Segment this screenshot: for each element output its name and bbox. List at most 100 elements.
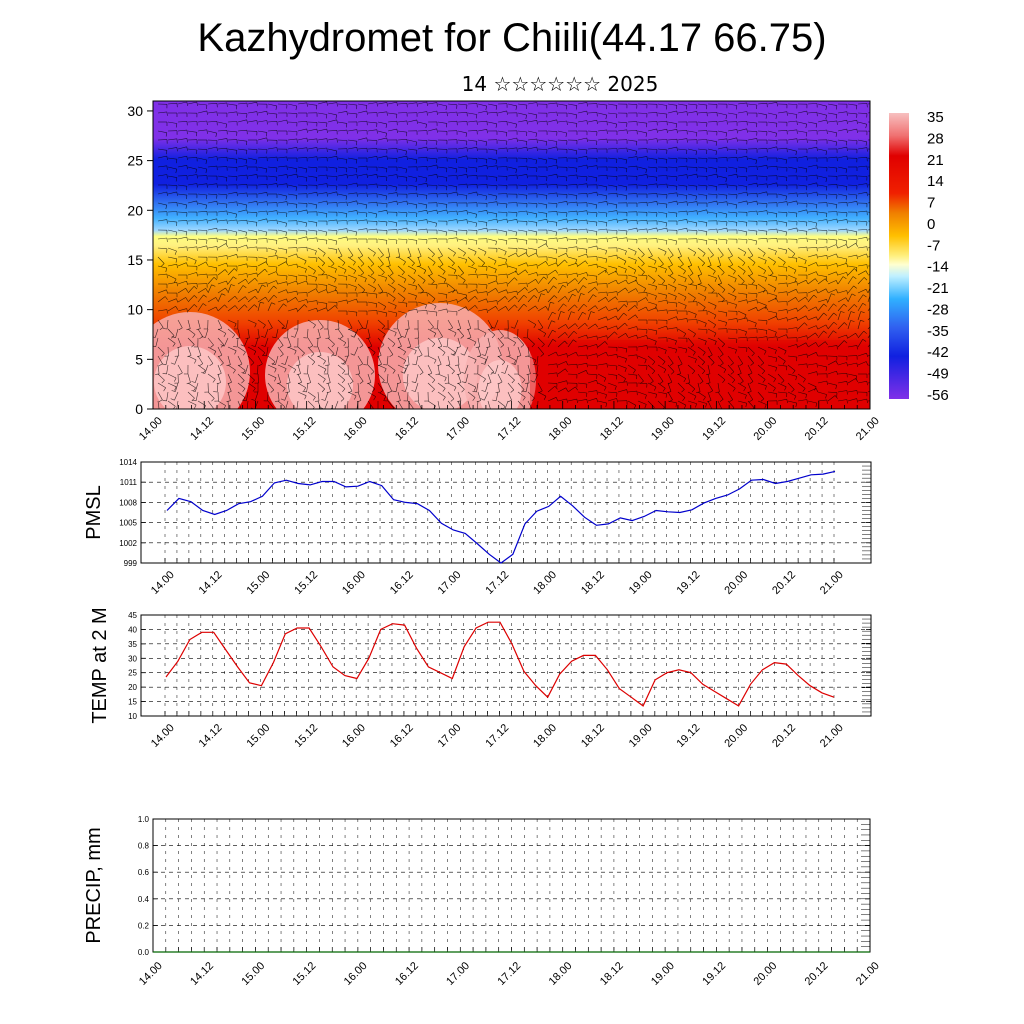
heatmap-y-axis: 0 5 10 15 20 25 30 (127, 103, 153, 417)
panel-precip-x-label-20.00: 20.00 (751, 960, 779, 988)
colorbar-label-28: 28 (927, 130, 944, 147)
colorbar-gradient (889, 113, 909, 399)
panel-temp-x-label-15.12: 15.12 (292, 722, 320, 750)
x-tick-label-19.00: 19.00 (649, 415, 677, 443)
x-tick-label-19.12: 19.12 (700, 415, 728, 443)
colorbar-legend: 35 28 21 14 7 0 -7 -14 -21 -28 -35 -42 -49 -56 (889, 109, 949, 404)
panel-pmsl-x-label-16.12: 16.12 (388, 569, 416, 597)
panel-temp-y-label-40: 40 (128, 625, 137, 634)
panel-temp-y-label-15: 15 (128, 698, 137, 707)
panel-temp-x-label-20.00: 20.00 (722, 722, 750, 750)
panel-precip-x-label-15.00: 15.00 (239, 960, 267, 988)
panel-precip-x-label-18.00: 18.00 (547, 960, 575, 988)
panel-precip-y-label-0.0: 0.0 (138, 948, 150, 957)
panel-precip-x-label-20.12: 20.12 (803, 960, 831, 988)
panel-pmsl-x-label-18.12: 18.12 (579, 569, 607, 597)
colorbar-label--35: -35 (927, 323, 949, 340)
panel-temp-x-label-15.00: 15.00 (244, 722, 272, 750)
x-tick-label-21.00: 21.00 (854, 415, 882, 443)
panel-precip-x-label-21.00: 21.00 (854, 960, 882, 988)
warm-band (530, 340, 870, 409)
panel-temp-y-axis-title: TEMP at 2 M (89, 607, 111, 723)
x-tick-label-18.12: 18.12 (598, 415, 626, 443)
y-tick-label-30: 30 (127, 103, 143, 119)
panel-pmsl-y-label-1011: 1011 (120, 478, 138, 487)
panel-precip-x-label-19.00: 19.00 (649, 960, 677, 988)
colorbar-label--7: -7 (927, 237, 940, 254)
panel-temp-x-label-18.00: 18.00 (531, 722, 559, 750)
panel-temp-series-0 (165, 621, 835, 707)
colorbar-label--56: -56 (927, 387, 949, 404)
panel-pmsl-x-label-17.12: 17.12 (483, 569, 511, 597)
panel-pmsl-y-label-1014: 1014 (119, 458, 137, 467)
panel-pmsl-x-label-19.00: 19.00 (627, 569, 655, 597)
x-tick-label-20.12: 20.12 (803, 415, 831, 443)
panel-pmsl-y-label-1002: 1002 (119, 539, 137, 548)
panel-precip-x-label-16.00: 16.00 (342, 960, 370, 988)
colorbar-label--14: -14 (927, 259, 949, 276)
panel-precip-y-axis-title: PRECIP, mm (83, 827, 105, 943)
panel-precip-x-label-14.00: 14.00 (137, 960, 165, 988)
panel-temp-x-label-16.12: 16.12 (388, 722, 416, 750)
y-tick-label-20: 20 (127, 202, 143, 218)
panel-precip-x-label-15.12: 15.12 (291, 960, 319, 988)
x-tick-label-14.00: 14.00 (137, 415, 165, 443)
panel-temp-y-label-10: 10 (128, 712, 137, 721)
page-subtitle: 14 ☆☆☆☆☆☆ 2025 (461, 72, 659, 96)
panel-pmsl-y-label-999: 999 (124, 559, 138, 568)
panel-temp-x-label-16.00: 16.00 (340, 722, 368, 750)
panel-temp-y-label-45: 45 (128, 611, 137, 620)
panel-temp-y-label-25: 25 (128, 669, 137, 678)
panel-pmsl-x-label-18.00: 18.00 (531, 569, 559, 597)
panel-pmsl-y-axis-title: PMSL (83, 485, 105, 539)
colorbar-label--49: -49 (927, 366, 949, 383)
panel-precip-y-label-1.0: 1.0 (138, 815, 150, 824)
panel-temp-y-label-30: 30 (128, 654, 137, 663)
panel-precip-x-label-16.12: 16.12 (393, 960, 421, 988)
x-tick-label-15.12: 15.12 (291, 415, 319, 443)
panel-temp-x-label-17.00: 17.00 (436, 722, 464, 750)
x-tick-label-17.12: 17.12 (495, 415, 523, 443)
panel-precip-x-label-17.12: 17.12 (495, 960, 523, 988)
panel-pmsl-x-label-15.12: 15.12 (292, 569, 320, 597)
panel-pmsl-x-label-20.12: 20.12 (770, 569, 798, 597)
panel-pmsl-series-0 (166, 470, 836, 564)
panel-pmsl-y-label-1008: 1008 (119, 498, 137, 507)
panel-pmsl-x-label-17.00: 17.00 (436, 569, 464, 597)
temperature-wind-cross-section: 0 5 10 15 20 25 30 14.00 14.12 15.00 15.12 16.00 16… (127, 100, 949, 443)
y-tick-label-15: 15 (127, 252, 143, 268)
panel-pmsl-x-label-16.00: 16.00 (340, 569, 368, 597)
panel-pmsl-x-label-19.12: 19.12 (675, 569, 703, 597)
panel-temp-x-label-18.12: 18.12 (579, 722, 607, 750)
panel-pmsl-x-label-21.00: 21.00 (818, 569, 846, 597)
x-tick-label-18.00: 18.00 (547, 415, 575, 443)
panel-temp-y-label-35: 35 (128, 640, 137, 649)
panel-pmsl-x-label-20.00: 20.00 (722, 569, 750, 597)
hot-core-0 (154, 346, 226, 409)
panel-precip-x-label-17.00: 17.00 (444, 960, 472, 988)
panel-pmsl-frame (140, 461, 872, 564)
panel-temp-x-label-14.00: 14.00 (149, 722, 177, 750)
x-tick-label-16.12: 16.12 (393, 415, 421, 443)
temperature-2m-chart: 10 15 20 25 30 35 40 45 14.00 14.12 15.00 15.12 16.0… (89, 607, 872, 750)
panel-temp-x-label-19.12: 19.12 (675, 722, 703, 750)
x-tick-label-14.12: 14.12 (188, 415, 216, 443)
panel-temp-x-label-17.12: 17.12 (483, 722, 511, 750)
page-title: Kazhydromet for Chiili(44.17 66.75) (197, 16, 827, 60)
colorbar-label-14: 14 (927, 173, 944, 190)
pmsl-chart: 999 1002 1005 1008 1011 1014 14.00 14.12 15.00 15… (83, 458, 872, 597)
y-tick-label-5: 5 (135, 351, 143, 367)
panel-temp-y-label-20: 20 (128, 683, 137, 692)
panel-temp-x-label-20.12: 20.12 (770, 722, 798, 750)
panel-temp-frame (140, 614, 872, 717)
panel-precip-y-label-0.8: 0.8 (138, 842, 150, 851)
panel-precip-x-label-19.12: 19.12 (700, 960, 728, 988)
y-tick-label-25: 25 (127, 153, 143, 169)
colorbar-label-35: 35 (927, 109, 944, 126)
panel-temp-x-label-21.00: 21.00 (818, 722, 846, 750)
panel-pmsl-x-label-14.00: 14.00 (149, 569, 177, 597)
colorbar-label-21: 21 (927, 152, 944, 169)
colorbar-label--28: -28 (927, 301, 949, 318)
colorbar-label-7: 7 (927, 195, 935, 212)
panel-pmsl-x-label-14.12: 14.12 (197, 569, 225, 597)
